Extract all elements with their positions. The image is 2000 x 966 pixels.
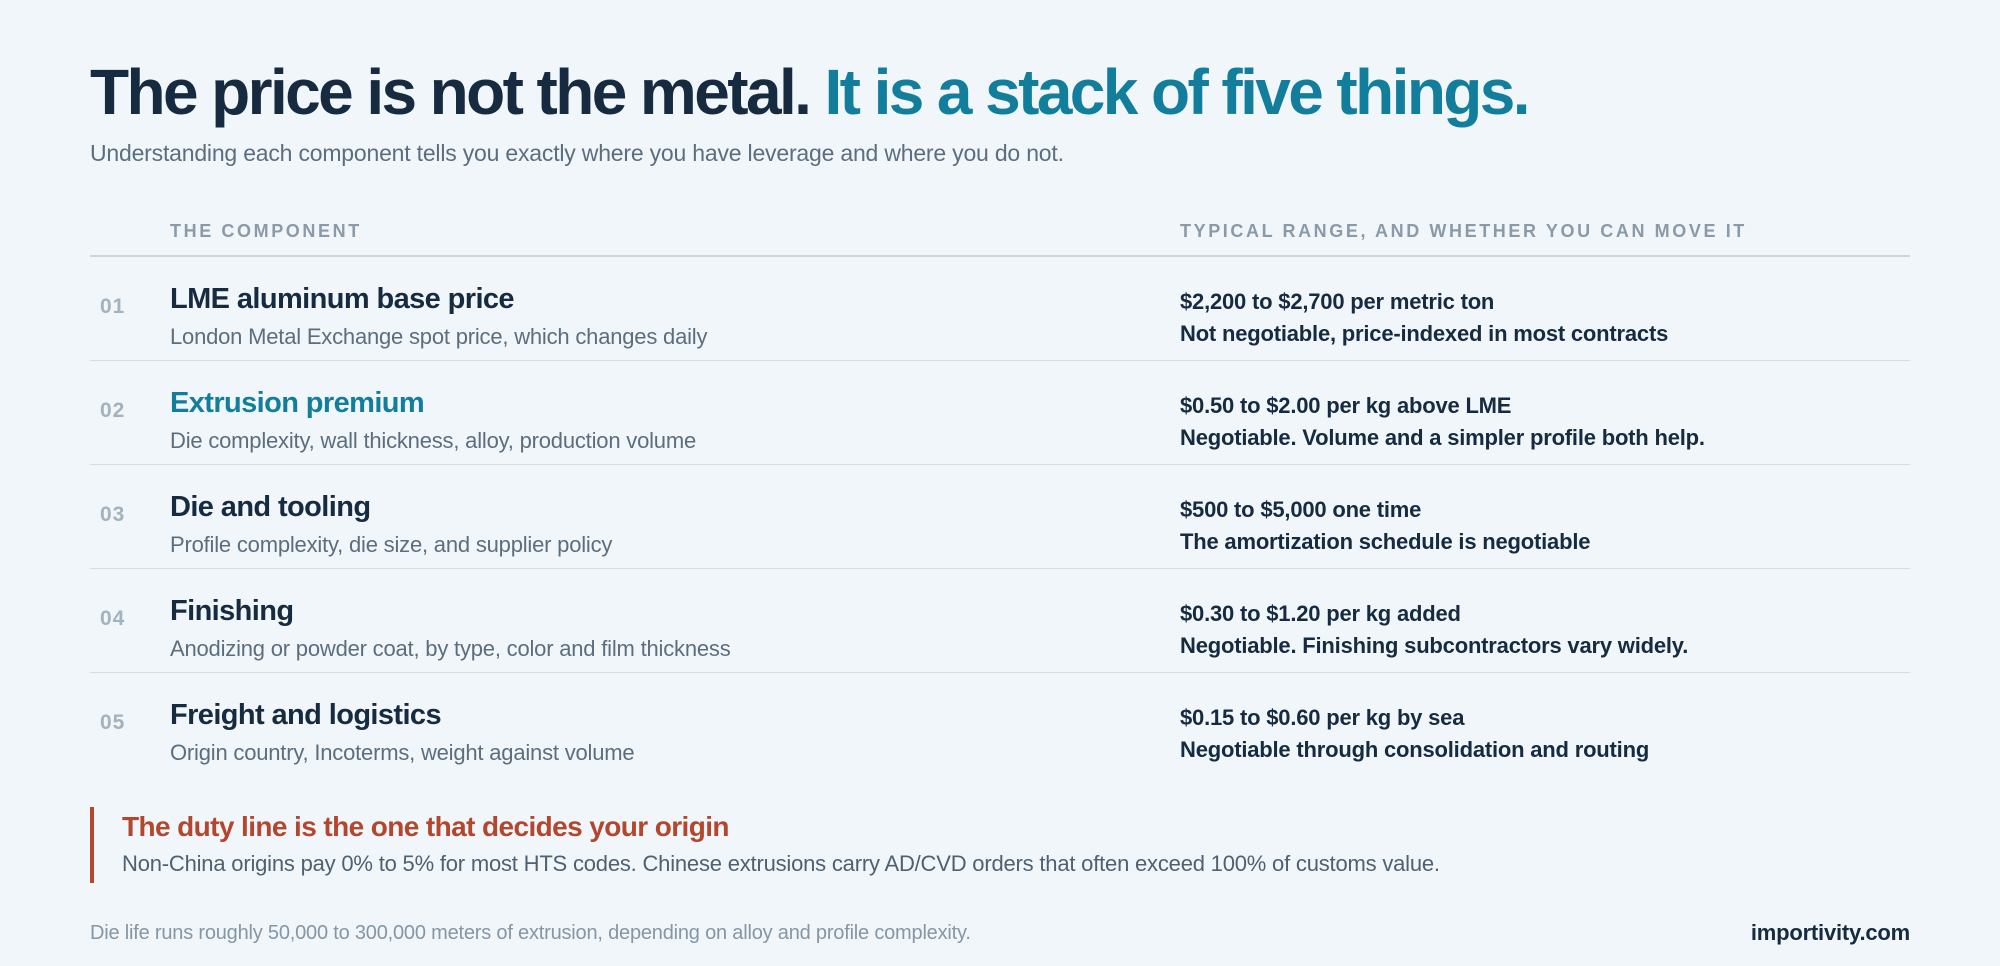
negotiability: The amortization schedule is negotiable [1180, 529, 1591, 554]
callout-accent-bar [90, 807, 94, 883]
negotiability: Negotiable. Volume and a simpler profile… [1180, 425, 1705, 450]
headline-main: The price is not the metal. [90, 56, 812, 128]
negotiability: Negotiable through consolidation and rou… [1180, 737, 1650, 762]
component-description: London Metal Exchange spot price, which … [170, 324, 708, 349]
negotiability: Not negotiable, price-indexed in most co… [1180, 321, 1669, 346]
component-description: Anodizing or powder coat, by type, color… [170, 636, 731, 661]
callout-title: The duty line is the one that decides yo… [122, 811, 730, 842]
component-name: Finishing [170, 595, 294, 627]
row-number: 03 [100, 503, 126, 526]
component-name: Die and tooling [170, 491, 371, 523]
component-name: LME aluminum base price [170, 283, 515, 315]
negotiability: Negotiable. Finishing subcontractors var… [1180, 633, 1689, 658]
typical-range: $0.30 to $1.20 per kg added [1180, 601, 1461, 626]
row-divider [90, 568, 1910, 569]
row-number: 04 [100, 607, 126, 630]
row-number: 05 [100, 711, 126, 734]
row-divider [90, 464, 1910, 465]
header-divider [90, 255, 1910, 257]
table-row: 01 LME aluminum base price London Metal … [90, 257, 1910, 361]
page-subtitle: Understanding each component tells you e… [90, 140, 1064, 166]
page-title: The price is not the metal. It is a stac… [90, 56, 1531, 128]
footnote: Die life runs roughly 50,000 to 300,000 … [90, 922, 971, 944]
callout-text: Non-China origins pay 0% to 5% for most … [122, 851, 1440, 876]
column-header-range: TYPICAL RANGE, AND WHETHER YOU CAN MOVE … [1180, 221, 1747, 241]
page: The price is not the metal. It is a stac… [90, 0, 1910, 966]
component-name: Extrusion premium [170, 387, 425, 419]
row-number: 02 [100, 399, 126, 422]
typical-range: $0.15 to $0.60 per kg by sea [1180, 705, 1465, 730]
component-description: Origin country, Incoterms, weight agains… [170, 740, 635, 765]
row-divider [90, 360, 1910, 361]
table-row: 04 Finishing Anodizing or powder coat, b… [90, 569, 1910, 673]
typical-range: $2,200 to $2,700 per metric ton [1180, 289, 1495, 314]
table-row: 05 Freight and logistics Origin country,… [90, 673, 1910, 777]
headline-accent: It is a stack of five things. [824, 56, 1531, 128]
typical-range: $500 to $5,000 one time [1180, 497, 1422, 522]
brand-logo-text: importivity.com [1750, 920, 1910, 945]
component-description: Profile complexity, die size, and suppli… [170, 532, 613, 557]
typical-range: $0.50 to $2.00 per kg above LME [1180, 393, 1512, 418]
duty-callout: The duty line is the one that decides yo… [90, 807, 1910, 883]
table-row: 02 Extrusion premium Die complexity, wal… [90, 361, 1910, 465]
column-header-component: THE COMPONENT [170, 221, 362, 241]
row-number: 01 [100, 295, 126, 318]
component-name: Freight and logistics [170, 699, 442, 731]
row-divider [90, 672, 1910, 673]
table-row: 03 Die and tooling Profile complexity, d… [90, 465, 1910, 569]
component-description: Die complexity, wall thickness, alloy, p… [170, 428, 696, 453]
